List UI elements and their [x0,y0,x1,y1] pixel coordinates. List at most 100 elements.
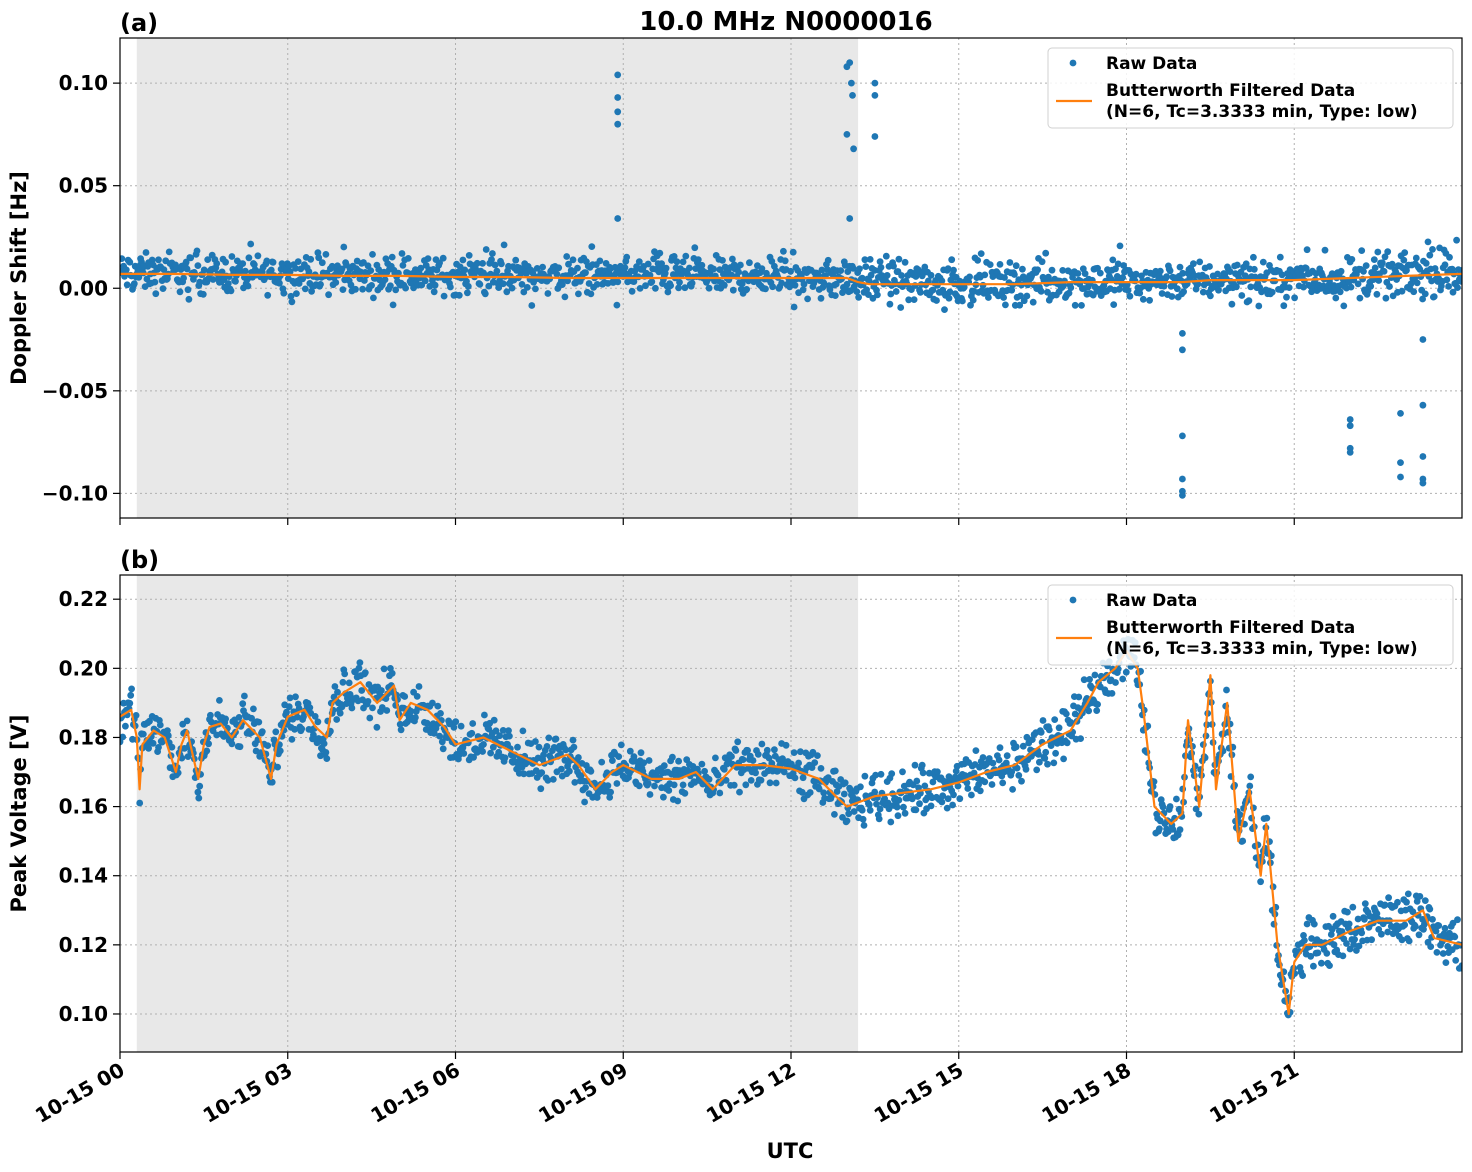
raw-data-point [533,265,541,272]
raw-data-point [291,725,298,733]
raw-data-point [1081,270,1089,277]
legend: Raw Data Butterworth Filtered Data(N=6, T… [1047,47,1454,129]
raw-data-point [820,789,828,797]
raw-data-point [1401,249,1409,256]
raw-data-point [720,281,728,289]
legend: Raw Data Butterworth Filtered Data(N=6, T… [1047,584,1454,666]
raw-data-point [1119,675,1127,683]
raw-data-point [771,746,778,754]
raw-data-point [1308,935,1315,942]
raw-data-point [415,683,423,690]
raw-data-point [537,785,545,793]
raw-data-point [929,286,937,294]
raw-data-point [506,732,513,740]
raw-data-point [152,290,160,298]
raw-data-point [1368,936,1375,944]
raw-data-point [858,806,866,814]
raw-data-point [490,716,498,724]
raw-data-point [378,687,385,694]
raw-data-point [858,274,866,282]
raw-data-point [1016,301,1024,309]
raw-data-point [676,278,683,286]
raw-data-point [574,264,581,272]
raw-data-point [122,722,129,730]
raw-data-outlier [1179,492,1186,499]
raw-data-point [473,259,481,267]
raw-data-point [203,747,211,755]
raw-data-point [769,283,776,291]
raw-data-point [407,707,415,715]
raw-data-point [944,795,952,803]
raw-data-point [791,774,799,782]
raw-data-point [1435,922,1443,929]
raw-data-outlier [614,215,622,222]
raw-data-point [901,809,909,817]
raw-data-point [227,287,235,295]
raw-data-point [1454,284,1461,291]
raw-data-point [1251,273,1259,281]
raw-data-point [440,292,448,300]
raw-data-point [1196,258,1204,266]
raw-data-point [996,744,1004,752]
raw-data-point [491,261,499,269]
raw-data-point [397,726,405,734]
raw-data-point [480,741,487,748]
raw-data-point [1176,826,1184,834]
raw-data-outlier [848,79,855,87]
raw-data-point [999,779,1007,787]
raw-data-point [1124,287,1132,294]
raw-data-point [1012,262,1020,270]
raw-data-point [722,776,730,784]
raw-data-point [729,255,736,263]
raw-data-point [429,699,436,707]
raw-data-point [1037,288,1045,295]
raw-data-point [168,743,176,751]
raw-data-point [884,799,892,807]
raw-data-point [1023,733,1031,741]
raw-data-point [916,800,923,808]
raw-data-point [1339,952,1347,960]
raw-data-point [1173,285,1181,293]
raw-data-point [369,704,376,712]
x-tick-label: 10-15 09 [534,1058,632,1128]
raw-data-point [744,747,751,754]
raw-data-point [765,754,773,762]
raw-data-point [588,243,596,251]
raw-data-point [948,256,956,264]
raw-data-point [571,779,579,786]
raw-data-point [1303,246,1311,254]
raw-data-point [1441,261,1449,269]
filtered-data-line [120,649,1462,1016]
raw-data-point [752,769,759,777]
raw-data-point [311,713,319,720]
raw-data-point [268,778,276,786]
raw-data-point [1236,811,1244,818]
raw-data-point [1403,898,1410,906]
raw-data-point [493,267,501,275]
raw-data-point [569,256,577,264]
raw-data-point [1009,786,1016,793]
raw-data-point [1075,693,1083,701]
raw-data-point [228,740,236,748]
raw-data-point [1337,267,1345,275]
raw-data-point [866,256,874,263]
raw-data-point [1458,962,1462,969]
raw-data-point [1354,280,1362,288]
panel-b: 0.10 0.12 0.14 0.16 0.18 0.20 0.22 10-15 00 10-1… [7,546,1463,1128]
raw-data-point [247,240,255,248]
raw-data-point [293,290,300,297]
raw-data-point [1052,749,1059,757]
raw-data-point [1451,933,1459,941]
raw-data-point [1036,758,1043,766]
raw-data-point [1329,912,1337,920]
raw-data-point [1158,290,1166,297]
raw-data-point [424,255,432,262]
raw-data-point [705,284,713,292]
raw-data-point [1250,253,1257,261]
raw-data-point [280,289,288,297]
raw-data-point [644,260,652,268]
raw-data-point [323,755,331,762]
raw-data-point [613,301,621,309]
raw-data-point [637,749,645,757]
raw-data-point [667,282,674,289]
